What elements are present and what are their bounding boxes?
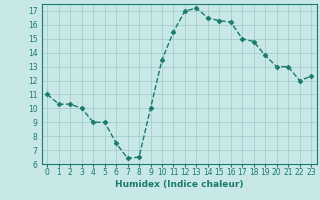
X-axis label: Humidex (Indice chaleur): Humidex (Indice chaleur) (115, 180, 244, 189)
